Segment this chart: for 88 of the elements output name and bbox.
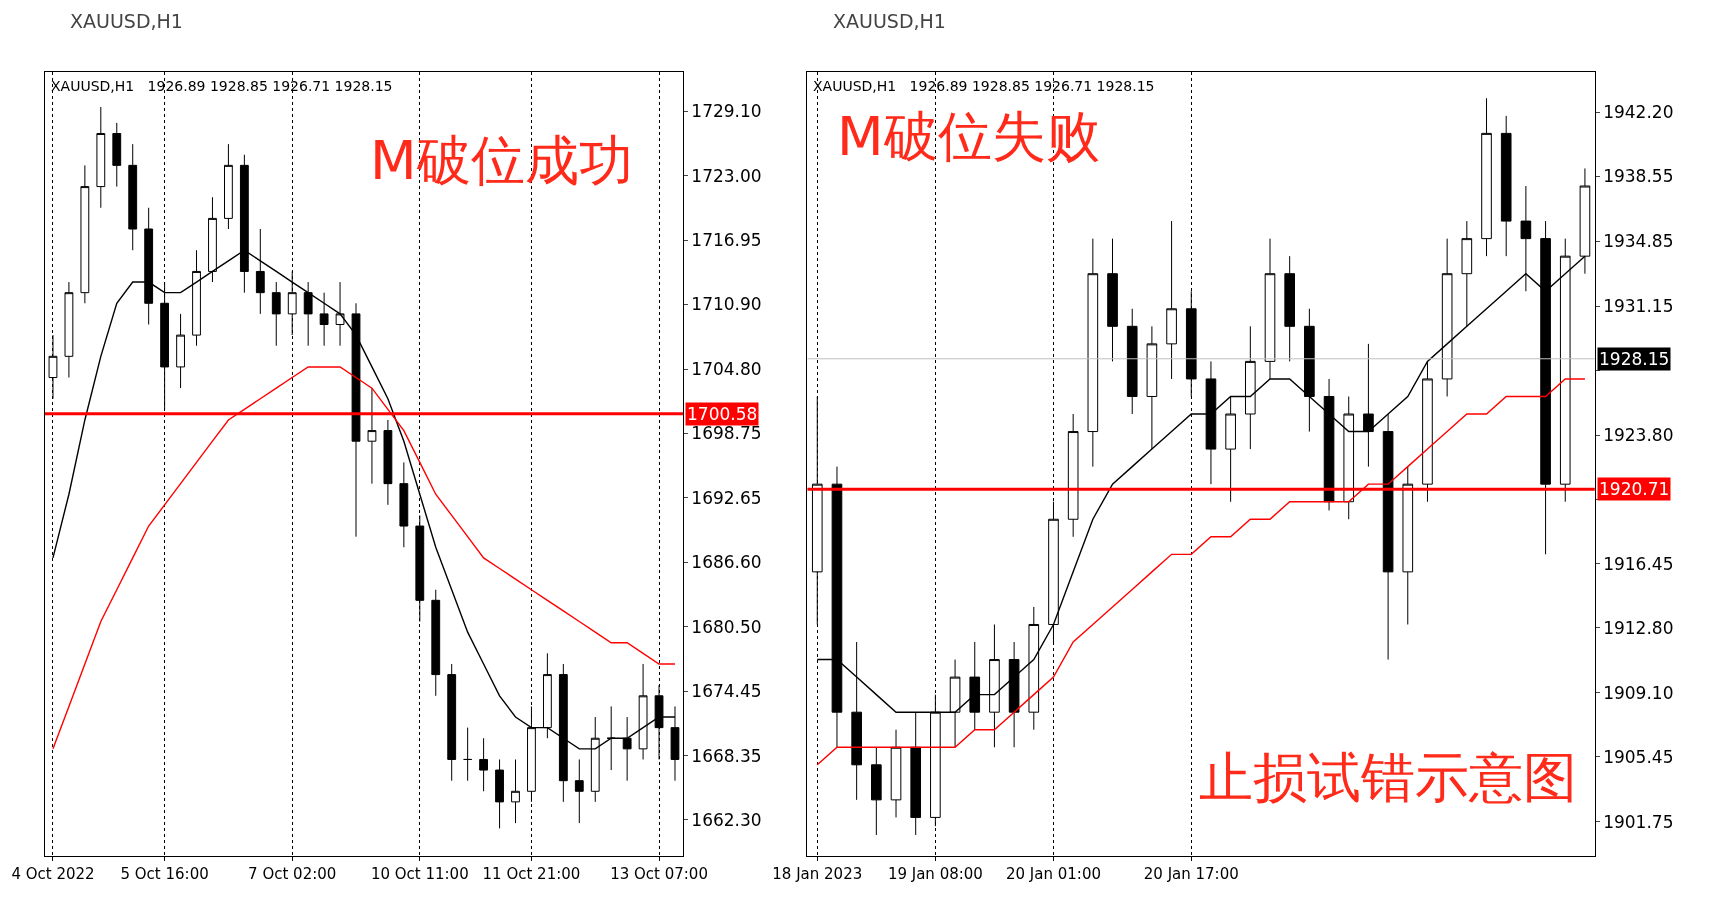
x-tick-label: 11 Oct 21:00 (482, 865, 581, 883)
candlestick (351, 302, 361, 538)
candlestick (871, 746, 882, 836)
candlestick (1323, 378, 1335, 511)
candlestick (1422, 360, 1433, 503)
candlestick (574, 758, 584, 824)
candlestick (1402, 466, 1414, 625)
candlestick (431, 589, 441, 697)
y-tick-label: 1710.90 (691, 294, 762, 315)
candlestick (1107, 238, 1118, 362)
candlestick (1284, 255, 1296, 362)
candlestick (890, 729, 902, 818)
candlestick (1382, 413, 1394, 661)
annotation: M破位失败 (837, 105, 1100, 168)
candlestick (80, 164, 90, 304)
y-tick-label: 1931.15 (1603, 296, 1674, 317)
candlestick (1146, 325, 1158, 450)
x-tick-label: 19 Jan 08:00 (887, 865, 983, 883)
candlestick (128, 143, 138, 251)
candlestick (495, 758, 504, 829)
y-tick-label: 1662.30 (691, 809, 762, 830)
x-tick-label: 7 Oct 02:00 (248, 865, 337, 883)
candlestick (383, 419, 393, 506)
candlestick (367, 387, 377, 485)
y-tick-label: 1938.55 (1603, 166, 1674, 187)
candlestick (479, 737, 489, 792)
candlestick (48, 334, 58, 400)
x-tick-label: 13 Oct 07:00 (610, 865, 708, 883)
chart-title: XAUUSD,H1 (833, 10, 946, 32)
candlestick (542, 652, 552, 739)
candlestick (112, 122, 122, 188)
candlestick (96, 106, 106, 209)
y-tick-label: 1923.80 (1603, 425, 1674, 446)
candlestick (399, 461, 409, 548)
y-tick-label: 1686.60 (691, 552, 762, 573)
x-tick-label: 5 Oct 16:00 (120, 865, 209, 883)
y-tick-label: 1698.75 (691, 423, 762, 444)
candlestick (1087, 238, 1099, 468)
annotation: XAUUSD,H1 1926.89 1928.85 1926.71 1928.15 (813, 78, 1155, 94)
candlestick (335, 281, 345, 347)
x-tick-label: 20 Jan 01:00 (1005, 865, 1101, 883)
candlestick (1067, 413, 1079, 538)
x-tick-label: 20 Jan 17:00 (1143, 865, 1239, 883)
ref-line-label: 1920.71 (1599, 479, 1670, 499)
y-tick-label: 1909.10 (1603, 682, 1674, 703)
candlestick (415, 514, 425, 623)
candlestick (447, 663, 457, 782)
candlestick (1363, 343, 1374, 468)
candlestick (1343, 395, 1355, 520)
candlestick (511, 758, 520, 824)
y-tick-label: 1692.65 (691, 487, 762, 508)
candlestick (1205, 360, 1217, 485)
candlestick (176, 313, 185, 389)
candlestick (1126, 308, 1138, 415)
y-tick-label: 1680.50 (691, 616, 762, 637)
annotation: 止损试错示意图 (1199, 746, 1577, 809)
y-tick-label: 1668.35 (691, 745, 762, 766)
y-tick-label: 1912.80 (1603, 617, 1674, 638)
candlestick (1225, 395, 1236, 503)
y-tick-label: 1942.20 (1603, 102, 1674, 123)
candlestick (303, 281, 313, 347)
candlestick (1304, 308, 1315, 433)
y-tick-label: 1704.80 (691, 359, 762, 379)
x-tick-label: 18 Jan 2023 (772, 865, 863, 883)
x-tick-label: 10 Oct 11:00 (370, 865, 469, 883)
candlestick (1166, 220, 1177, 380)
y-tick-label: 1934.85 (1603, 231, 1674, 252)
candlestick (1500, 115, 1512, 257)
y-tick-label: 1916.45 (1603, 553, 1674, 574)
y-tick-label: 1729.10 (691, 101, 762, 122)
candlestick (319, 292, 329, 347)
y-tick-label: 1905.45 (1603, 746, 1674, 767)
x-tick-label: 4 Oct 2022 (11, 865, 95, 883)
ref-line-label: 1700.58 (687, 404, 758, 424)
candlestick (224, 143, 233, 230)
annotation: M破位成功 (370, 129, 633, 192)
candlestick (1481, 97, 1492, 257)
y-tick-label: 1716.95 (691, 230, 762, 251)
candlestick (1244, 325, 1256, 450)
chart-title: XAUUSD,H1 (70, 10, 183, 32)
annotation: XAUUSD,H1 1926.89 1928.85 1926.71 1928.15 (51, 78, 393, 94)
ref-line-label: 1928.15 (1599, 349, 1670, 369)
candlestick (64, 281, 74, 379)
candlestick (271, 281, 281, 347)
y-tick-label: 1901.75 (1603, 811, 1674, 832)
candlestick (463, 727, 473, 782)
y-tick-label: 1674.45 (691, 680, 762, 701)
y-tick-label: 1723.00 (691, 165, 762, 186)
